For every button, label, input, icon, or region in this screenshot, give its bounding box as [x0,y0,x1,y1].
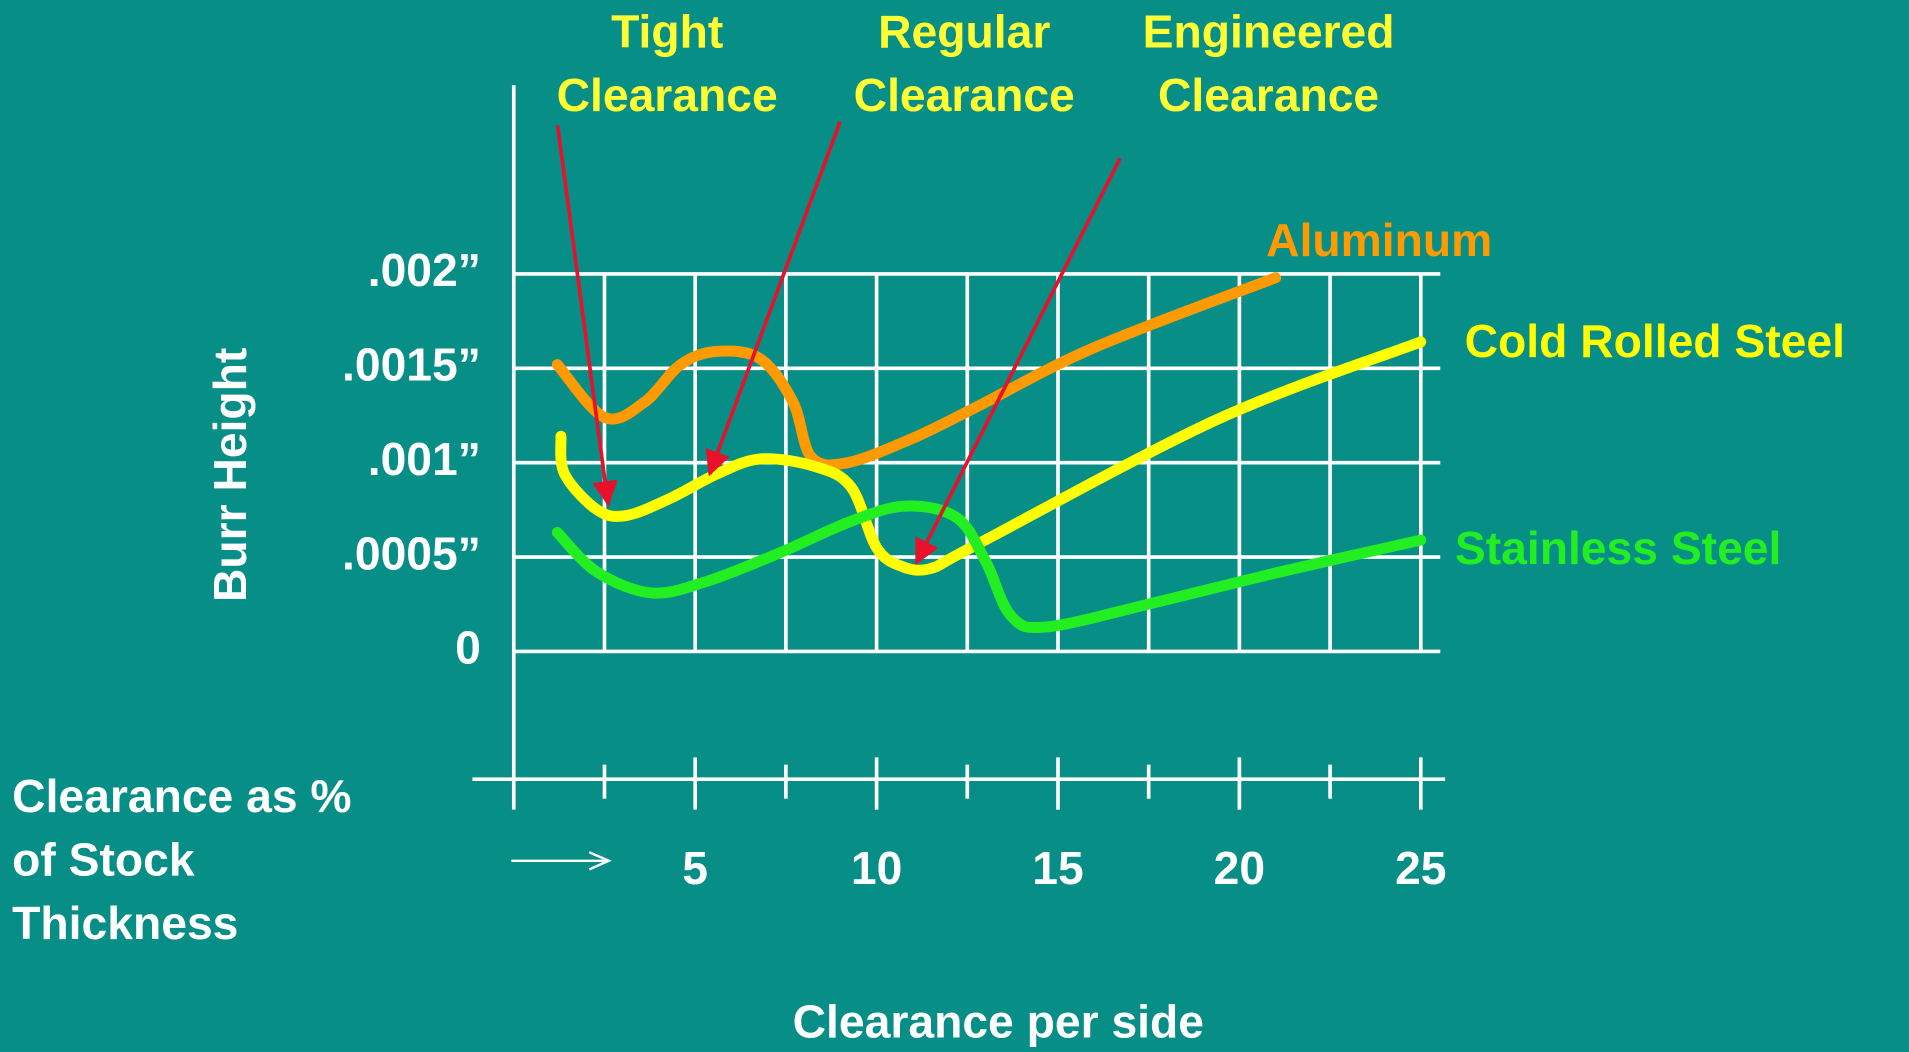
x-tick-label: 10 [851,842,902,894]
line [551,500,1427,634]
annotation-arrow [555,125,618,507]
annotation-text: Clearance [557,69,778,121]
annotation-text: Tight [611,6,723,58]
annotation-text: Clearance [854,69,1075,121]
x-tick-label: 20 [1214,842,1265,894]
y-tick-label: .0005” [342,527,481,579]
note-arrow-head [588,851,612,871]
y-tick-label: .001” [368,433,481,485]
series-label: Stainless Steel [1455,522,1781,574]
x-tick-label: 15 [1032,842,1083,894]
annotation-arrow [705,121,842,477]
series-label: Aluminum [1266,214,1492,266]
y-axis-label: Burr Height [204,348,256,602]
x-tick-label: 5 [682,842,708,894]
series-label: Cold Rolled Steel [1465,315,1845,367]
line [555,336,1427,576]
annotation-text: Regular [878,6,1050,58]
x-note: Clearance as % [12,770,351,822]
x-axis-label: Clearance per side [793,995,1204,1047]
annotation-text: Engineered [1143,6,1395,58]
x-note: of Stock [12,833,195,885]
annotation-text: Clearance [1158,69,1379,121]
x-tick-label: 25 [1395,842,1446,894]
annotation-arrow [914,157,1122,565]
y-tick-label: .0015” [342,339,481,391]
y-tick-label: 0 [455,622,481,674]
x-note: Thickness [12,897,238,949]
line [551,272,1282,471]
y-tick-label: .002” [368,244,481,296]
